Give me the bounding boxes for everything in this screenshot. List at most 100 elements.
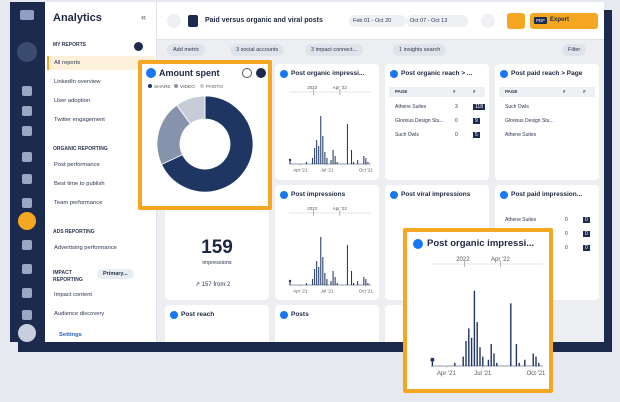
zoom-title: Post organic impressi...: [427, 238, 535, 249]
chart-svg: SHARE VIDEO PHOTO: [148, 84, 254, 193]
bar: [465, 340, 467, 366]
bar: [363, 156, 365, 164]
chart-svg: 2022 Apr '22 Apr '21 Jul '21 Oct '21: [288, 206, 373, 294]
nav-item: Audience discovery: [54, 311, 105, 317]
nav-icon-active: [18, 212, 36, 230]
bar: [351, 271, 353, 285]
bar: [330, 281, 332, 285]
bar: [332, 150, 334, 164]
compare-range: Oct 07 - Oct 13: [406, 15, 468, 27]
card-title: Post impressions: [291, 191, 346, 198]
table-cell: 118: [473, 104, 485, 110]
bar: [479, 347, 481, 366]
export-label: Export: [550, 17, 570, 23]
bar: [470, 337, 473, 366]
bar: [357, 281, 359, 285]
table-cell: 0: [565, 245, 568, 251]
filter-button: Filter: [562, 44, 587, 56]
nav-item: LinkedIn overview: [54, 79, 101, 85]
zoom-card: Post organic impressi... 2022 Apr '22 Apr '…: [403, 228, 553, 393]
bar: [532, 353, 534, 366]
table-head-bg: [389, 87, 485, 97]
filter-chip: 3 impact connect...: [305, 44, 364, 56]
bar: [326, 279, 328, 285]
bar: [289, 160, 291, 164]
fb-icon: [390, 191, 398, 199]
bar: [482, 356, 484, 366]
fb-icon: [390, 70, 398, 78]
filter-chip: Add metric: [167, 44, 206, 56]
table-cell: 0: [565, 217, 568, 223]
donut-slice: [161, 95, 254, 193]
nav-item: User adoption: [54, 98, 91, 104]
bar: [322, 136, 324, 164]
legend-label: SHARE: [154, 84, 171, 90]
window: Analytics « MY REPORTS All reports LinkedIn …: [10, 2, 604, 342]
post-impressions-card: Post impressions 2022 Apr '22 Apr '21 Jul '2…: [275, 185, 379, 300]
table-cell: Glorious Design Stu...: [395, 118, 444, 124]
nav-item: Twitter engagement: [54, 117, 105, 123]
bar: [334, 156, 336, 164]
fb-icon: [413, 239, 423, 249]
bar: [468, 328, 470, 366]
topbar: Paid versus organic and viral posts Feb 0…: [157, 2, 604, 40]
nav-item: All reports: [54, 60, 81, 66]
back-button: [167, 14, 181, 28]
table-cell: 9: [473, 118, 480, 124]
bar: [318, 146, 320, 164]
pdf-tag: PDF: [534, 17, 547, 24]
logo: [20, 10, 34, 20]
nav-item: Team performance: [54, 200, 103, 206]
nav-icon: [22, 310, 32, 320]
bar: [357, 160, 359, 164]
annotation: Apr '22: [491, 257, 510, 263]
bar: [490, 344, 492, 366]
table-head: #: [453, 89, 456, 94]
table-cell: 0: [565, 231, 568, 237]
impressions-value: 159: [201, 237, 233, 258]
legend-swatch: [174, 84, 178, 88]
settings: Settings: [59, 332, 82, 338]
nav-item: Best time to publish: [54, 181, 105, 187]
annotation: 2022: [456, 257, 470, 263]
legend-label: PHOTO: [206, 84, 223, 90]
bar: [312, 158, 314, 164]
table-head: PAGE: [395, 89, 408, 94]
bar: [473, 290, 476, 366]
fb-icon: [500, 191, 508, 199]
bar: [336, 162, 338, 164]
nav-icon: [22, 126, 32, 136]
paid-reach-card: Post paid reach > Page PAGE # # Such Owls Glo…: [495, 64, 599, 180]
bar: [476, 322, 478, 366]
table-cell: 0: [583, 231, 590, 237]
donut-slice: [176, 95, 206, 125]
export-button: [530, 13, 598, 29]
bar: [535, 356, 537, 366]
table-cell: 0: [455, 118, 458, 124]
table-head: #: [563, 89, 566, 94]
add-report: [134, 42, 143, 51]
nav-icon: [22, 86, 32, 96]
bar: [305, 283, 307, 285]
x-tick-label: Oct '21: [527, 371, 546, 377]
bar: [518, 362, 520, 366]
card-title: Post organic reach > ...: [401, 70, 473, 77]
nav-icon: [22, 288, 32, 298]
table-head-bg: [499, 87, 595, 97]
legend-swatch: [200, 84, 204, 88]
bar: [346, 245, 348, 285]
date-range: Feb 01 - Oct 20: [349, 15, 406, 27]
nav-icon: [22, 198, 32, 208]
nav-icon: [22, 174, 32, 184]
table-cell: Such Owls: [505, 104, 529, 110]
collapse: «: [141, 12, 147, 22]
fb-icon: [280, 311, 288, 319]
report-title: Paid versus organic and viral posts: [205, 17, 323, 24]
fb-icon: [170, 311, 178, 319]
donut-title: Amount spent: [159, 68, 220, 78]
bar: [316, 140, 318, 164]
x-tick-label: Jul '21: [474, 371, 492, 377]
bar: [346, 124, 348, 164]
bar: [324, 152, 326, 164]
